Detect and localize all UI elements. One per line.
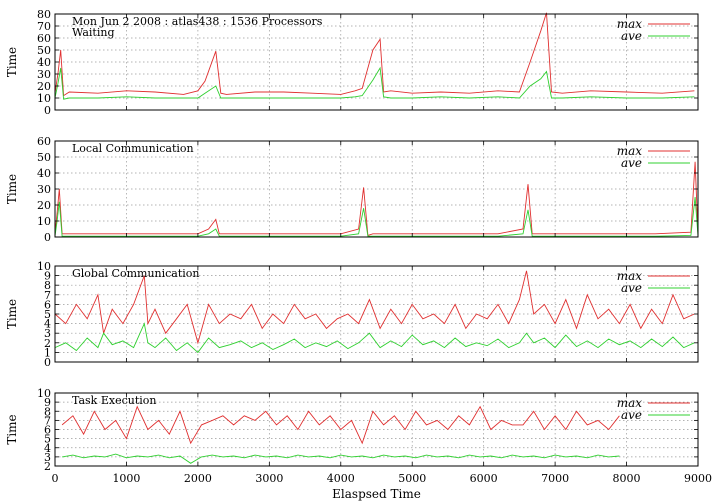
- y-tick-label: 10: [37, 215, 51, 228]
- y-tick-label: 8: [44, 405, 51, 418]
- series-line-ave: [54, 196, 699, 237]
- x-tick-label: 1000: [112, 472, 140, 485]
- x-tick-label: 9000: [684, 472, 712, 485]
- y-tick-label: 7: [44, 414, 51, 427]
- y-tick-label: 5: [44, 308, 51, 321]
- y-tick-label: 2: [44, 460, 51, 473]
- y-tick-label: 40: [37, 56, 51, 69]
- legend-label-max: max: [617, 269, 643, 283]
- legend-label-max: max: [617, 17, 643, 31]
- y-tick-label: 3: [44, 451, 51, 464]
- y-tick-label: 20: [37, 199, 51, 212]
- x-tick-label: 4000: [327, 472, 355, 485]
- y-tick-label: 6: [44, 298, 51, 311]
- y-axis-title: Time: [5, 414, 19, 444]
- panel-title: Global Communication: [72, 267, 200, 280]
- y-tick-label: 5: [44, 433, 51, 446]
- series-line-max: [54, 12, 695, 97]
- y-tick-label: 9: [44, 396, 51, 409]
- legend-label-max: max: [617, 396, 643, 410]
- y-tick-label: 80: [37, 8, 51, 21]
- x-tick-label: 0: [52, 472, 59, 485]
- panel-title: Mon Jun 2 2008 : atlas438 : 1536 Process…: [72, 15, 323, 28]
- y-tick-label: 7: [44, 289, 51, 302]
- y-tick-label: 6: [44, 424, 51, 437]
- y-tick-label: 4: [44, 442, 51, 455]
- y-tick-label: 20: [37, 80, 51, 93]
- y-tick-label: 0: [44, 231, 51, 244]
- y-tick-label: 10: [37, 92, 51, 105]
- series-line-max: [54, 270, 695, 345]
- x-tick-label: 3000: [255, 472, 283, 485]
- legend-label-ave: ave: [621, 29, 642, 43]
- y-axis-title: Time: [5, 47, 19, 77]
- y-tick-label: 10: [37, 387, 51, 400]
- series-line-ave: [62, 453, 620, 464]
- y-tick-label: 30: [37, 183, 51, 196]
- panel-2: 0 10 20 30 40 50 60 Time Local Communication maxa…: [5, 135, 699, 244]
- series-line-ave: [54, 66, 695, 100]
- y-tick-label: 8: [44, 279, 51, 292]
- y-tick-label: 60: [37, 135, 51, 148]
- x-tick-label: 5000: [398, 472, 426, 485]
- y-tick-label: 70: [37, 20, 51, 33]
- x-tick-label: 8000: [613, 472, 641, 485]
- y-tick-label: 2: [44, 337, 51, 350]
- y-tick-label: 0: [44, 356, 51, 369]
- legend-label-max: max: [617, 144, 643, 158]
- y-tick-label: 10: [37, 260, 51, 273]
- y-tick-label: 3: [44, 327, 51, 340]
- x-tick-label: 6000: [470, 472, 498, 485]
- x-axis-title: Elaspsed Time: [332, 487, 421, 501]
- legend-label-ave: ave: [621, 281, 642, 295]
- y-tick-label: 0: [44, 104, 51, 117]
- y-tick-label: 50: [37, 44, 51, 57]
- y-tick-label: 4: [44, 318, 51, 331]
- y-tick-label: 30: [37, 68, 51, 81]
- y-tick-label: 40: [37, 167, 51, 180]
- series-line-max: [61, 405, 620, 445]
- series-line-ave: [54, 322, 695, 354]
- y-tick-label: 60: [37, 32, 51, 45]
- y-axis-title: Time: [5, 299, 19, 329]
- legend-label-ave: ave: [621, 156, 642, 170]
- x-tick-label: 7000: [541, 472, 569, 485]
- y-tick-label: 1: [44, 346, 51, 359]
- x-tick-label: 2000: [184, 472, 212, 485]
- panel-title: Task Execution: [72, 394, 156, 407]
- y-axis-title: Time: [5, 174, 19, 204]
- legend-label-ave: ave: [621, 408, 642, 422]
- y-tick-label: 9: [44, 270, 51, 283]
- panel-subtitle: Waiting: [72, 26, 115, 39]
- panel-title: Local Communication: [72, 142, 194, 155]
- y-tick-label: 50: [37, 151, 51, 164]
